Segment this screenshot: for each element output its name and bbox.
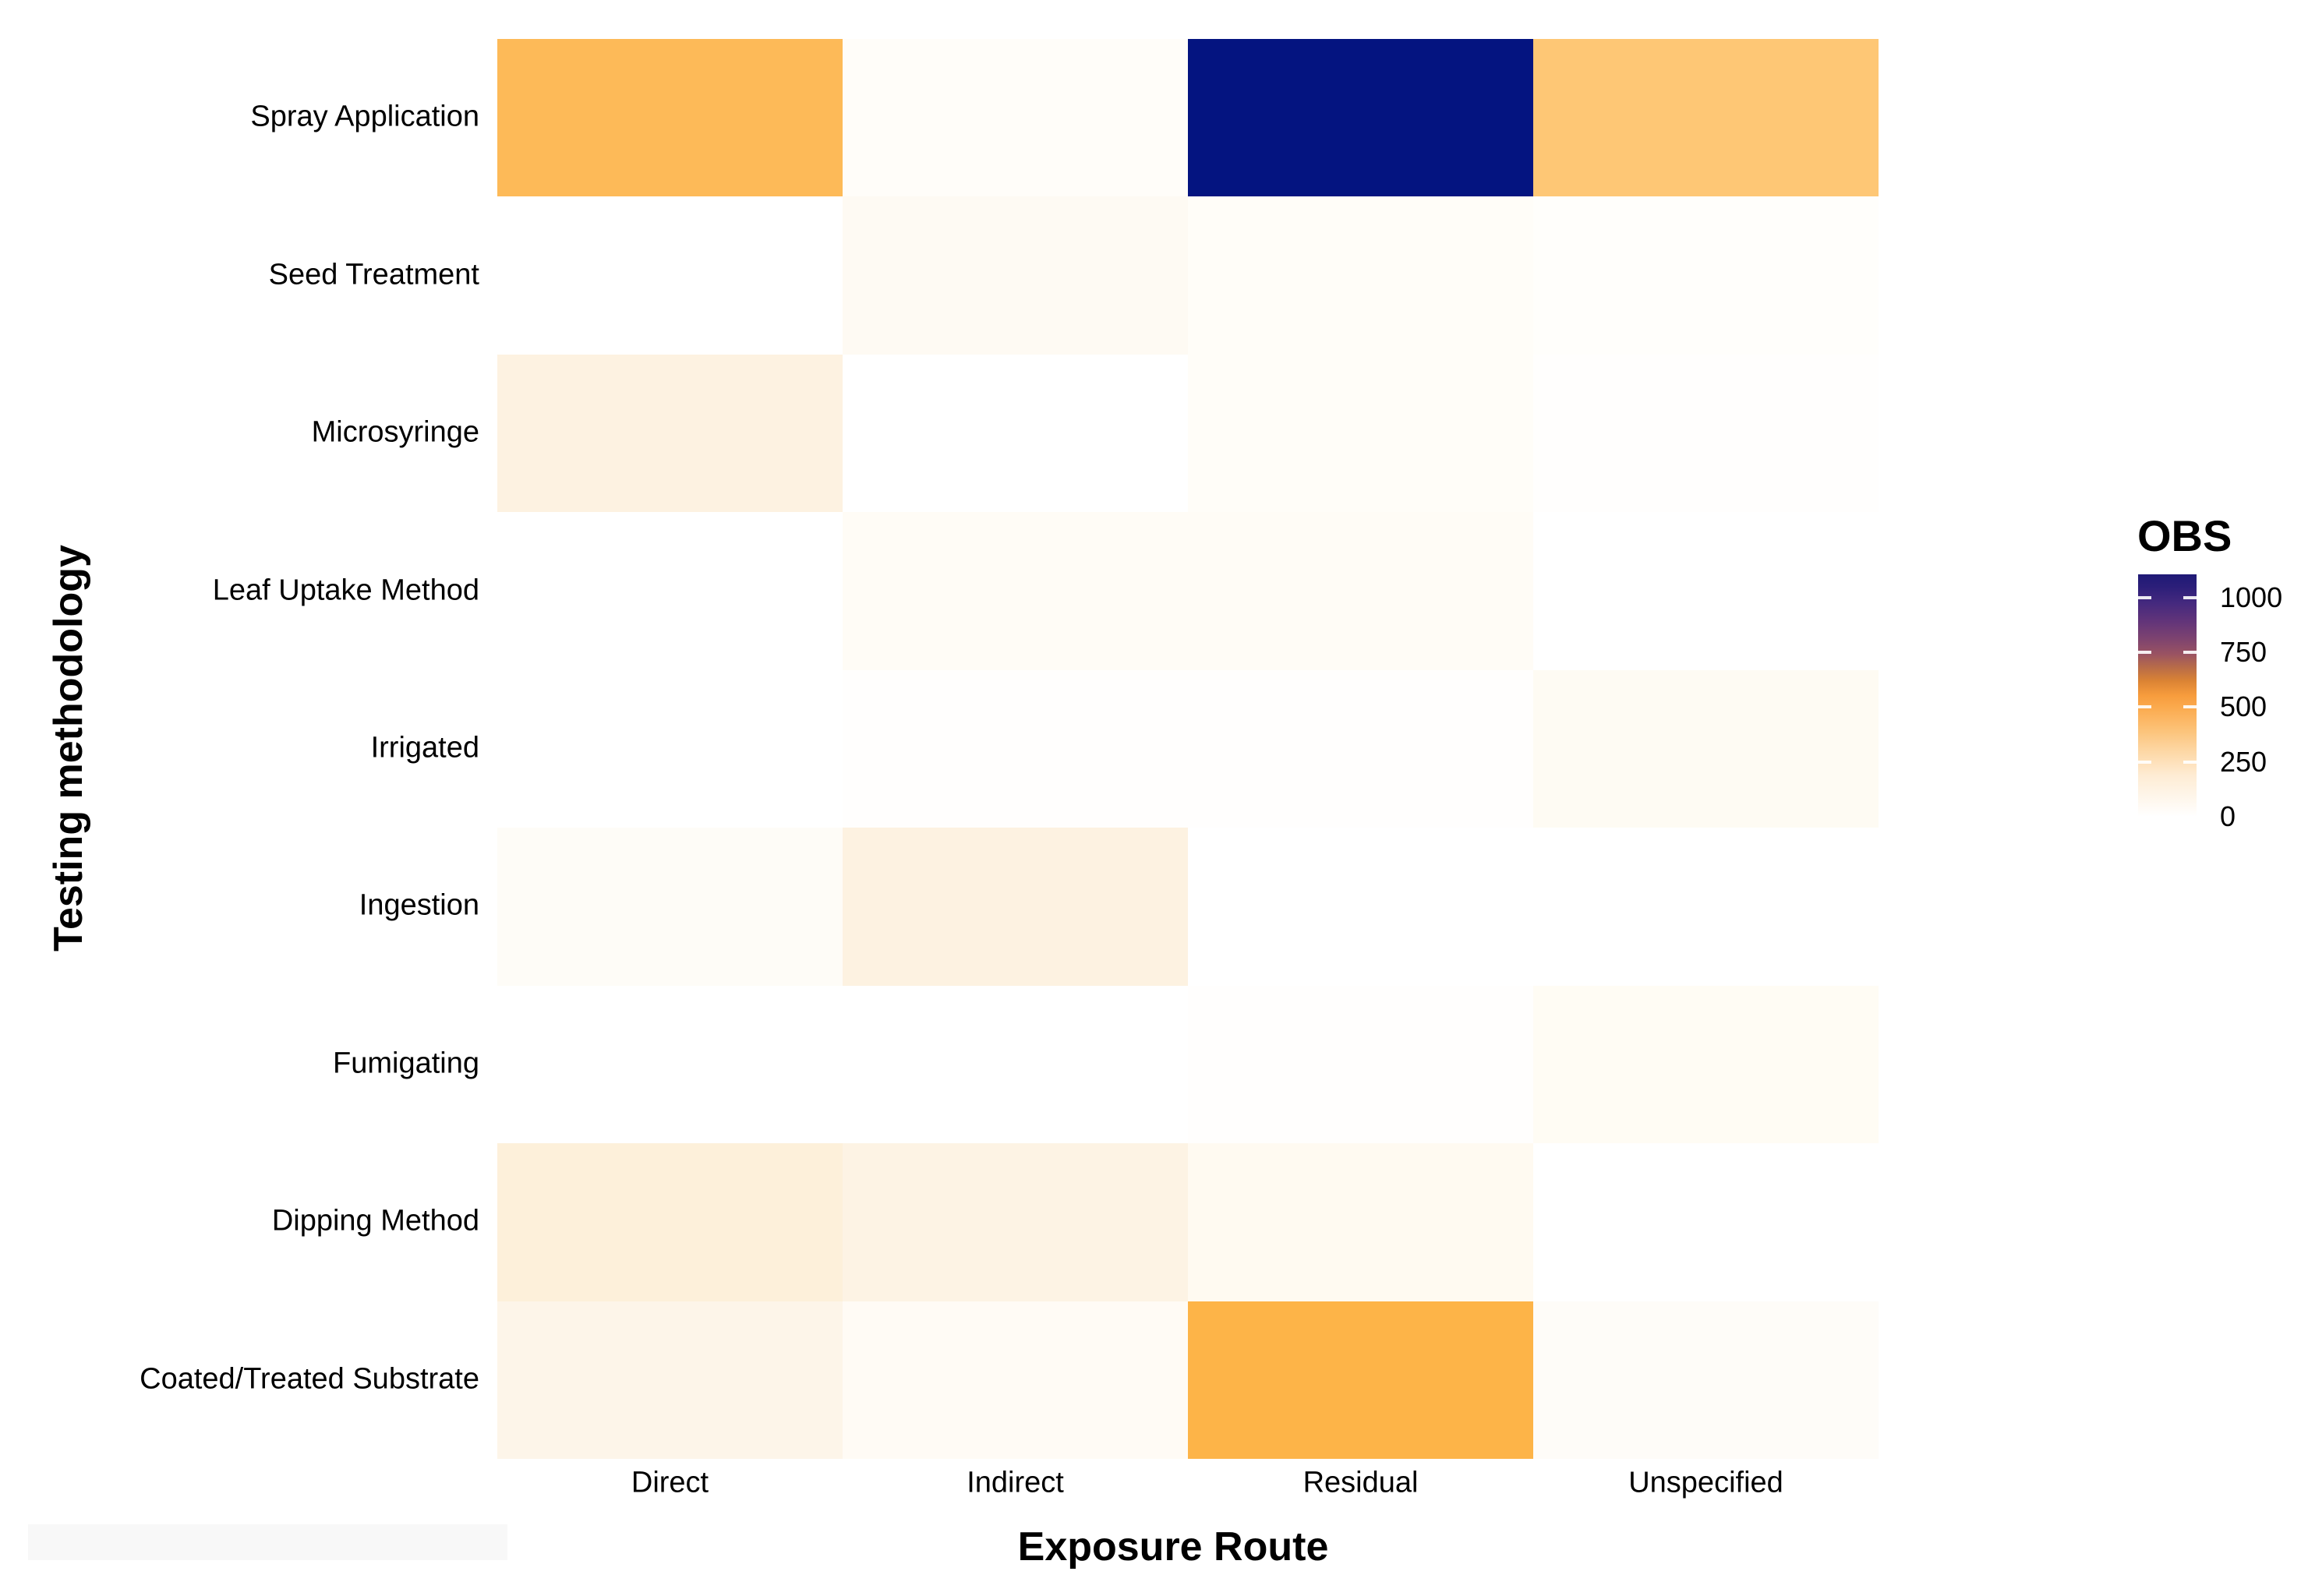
- x-axis-label: Indirect: [967, 1466, 1064, 1499]
- legend-tick-mark: [2183, 760, 2197, 764]
- heatmap-cell: [1188, 985, 1533, 1144]
- heatmap-cell: [843, 39, 1188, 197]
- legend-tick-label: 750: [2220, 635, 2267, 668]
- heatmap-cell: [497, 354, 843, 513]
- heatmap-cell: [497, 39, 843, 197]
- heatmap-cell: [843, 985, 1188, 1144]
- heatmap-cell: [843, 1143, 1188, 1301]
- heatmap-cell: [843, 354, 1188, 513]
- y-axis-label: Spray Application: [250, 100, 479, 133]
- heatmap-cell: [1188, 512, 1533, 670]
- heatmap-cell: [1188, 39, 1533, 197]
- legend-tick-mark: [2138, 705, 2151, 709]
- y-axis-label: Fumigating: [333, 1047, 479, 1080]
- legend-tick-label: 500: [2220, 690, 2267, 723]
- legend-tick-mark: [2138, 595, 2151, 599]
- heatmap-panel: [497, 39, 1879, 1459]
- heatmap-cell: [1533, 354, 1879, 513]
- heatmap-cell: [1533, 196, 1879, 355]
- heatmap-cell: [1533, 1143, 1879, 1301]
- heatmap-cell: [1533, 1301, 1879, 1459]
- colorbar-legend: OBS: [2136, 510, 2301, 838]
- legend-tick-mark: [2138, 650, 2151, 654]
- heatmap-cell: [843, 196, 1188, 355]
- heatmap-cell: [1188, 669, 1533, 828]
- heatmap-cell: [497, 985, 843, 1144]
- x-axis-label: Unspecified: [1628, 1466, 1783, 1499]
- y-axis-label: Seed Treatment: [268, 258, 479, 291]
- heatmap-cell: [1188, 1301, 1533, 1459]
- heatmap-cell: [1533, 669, 1879, 828]
- heatmap-cell: [497, 828, 843, 986]
- y-axis-label: Ingestion: [359, 889, 479, 923]
- legend-tick-mark: [2183, 705, 2197, 709]
- heatmap-cell: [497, 669, 843, 828]
- heatmap-cell: [497, 1301, 843, 1459]
- heatmap-cell: [843, 1301, 1188, 1459]
- heatmap-cell: [497, 196, 843, 355]
- heatmap-cell: [1188, 354, 1533, 513]
- legend-title: OBS: [2137, 511, 2232, 560]
- colorbar-gradient: [2138, 574, 2197, 817]
- heatmap-cell: [1533, 828, 1879, 986]
- legend-tick-label: 0: [2220, 800, 2236, 832]
- legend-tick-mark: [2138, 760, 2151, 764]
- legend-tick-mark: [2183, 595, 2197, 599]
- y-axis-label: Irrigated: [370, 731, 479, 764]
- heatmap-cell: [1533, 985, 1879, 1144]
- y-axis-title: Testing methodology: [46, 545, 91, 952]
- x-axis-title: Exposure Route: [1017, 1524, 1329, 1570]
- heatmap-cell: [1188, 828, 1533, 986]
- heatmap-cell: [1188, 1143, 1533, 1301]
- x-axis-label: Direct: [631, 1466, 709, 1499]
- redacted-strip: [28, 1524, 507, 1560]
- y-axis-label: Microsyringe: [311, 415, 479, 449]
- y-axis-label: Coated/Treated Substrate: [140, 1362, 479, 1396]
- heatmap-cell: [497, 512, 843, 670]
- heatmap-cell: [497, 1143, 843, 1301]
- x-axis-label: Residual: [1302, 1466, 1419, 1499]
- heatmap-cell: [843, 828, 1188, 986]
- y-axis-label: Dipping Method: [271, 1204, 479, 1238]
- legend-tick-label: 250: [2220, 745, 2267, 778]
- heatmap-cell: [843, 669, 1188, 828]
- legend-tick-mark: [2183, 650, 2197, 654]
- y-axis-label: Leaf Uptake Method: [212, 574, 479, 607]
- heatmap-cell: [843, 512, 1188, 670]
- heatmap-cell: [1188, 196, 1533, 355]
- legend-tick-label: 1000: [2220, 581, 2283, 613]
- heatmap-cell: [1533, 512, 1879, 670]
- heatmap-cell: [1533, 39, 1879, 197]
